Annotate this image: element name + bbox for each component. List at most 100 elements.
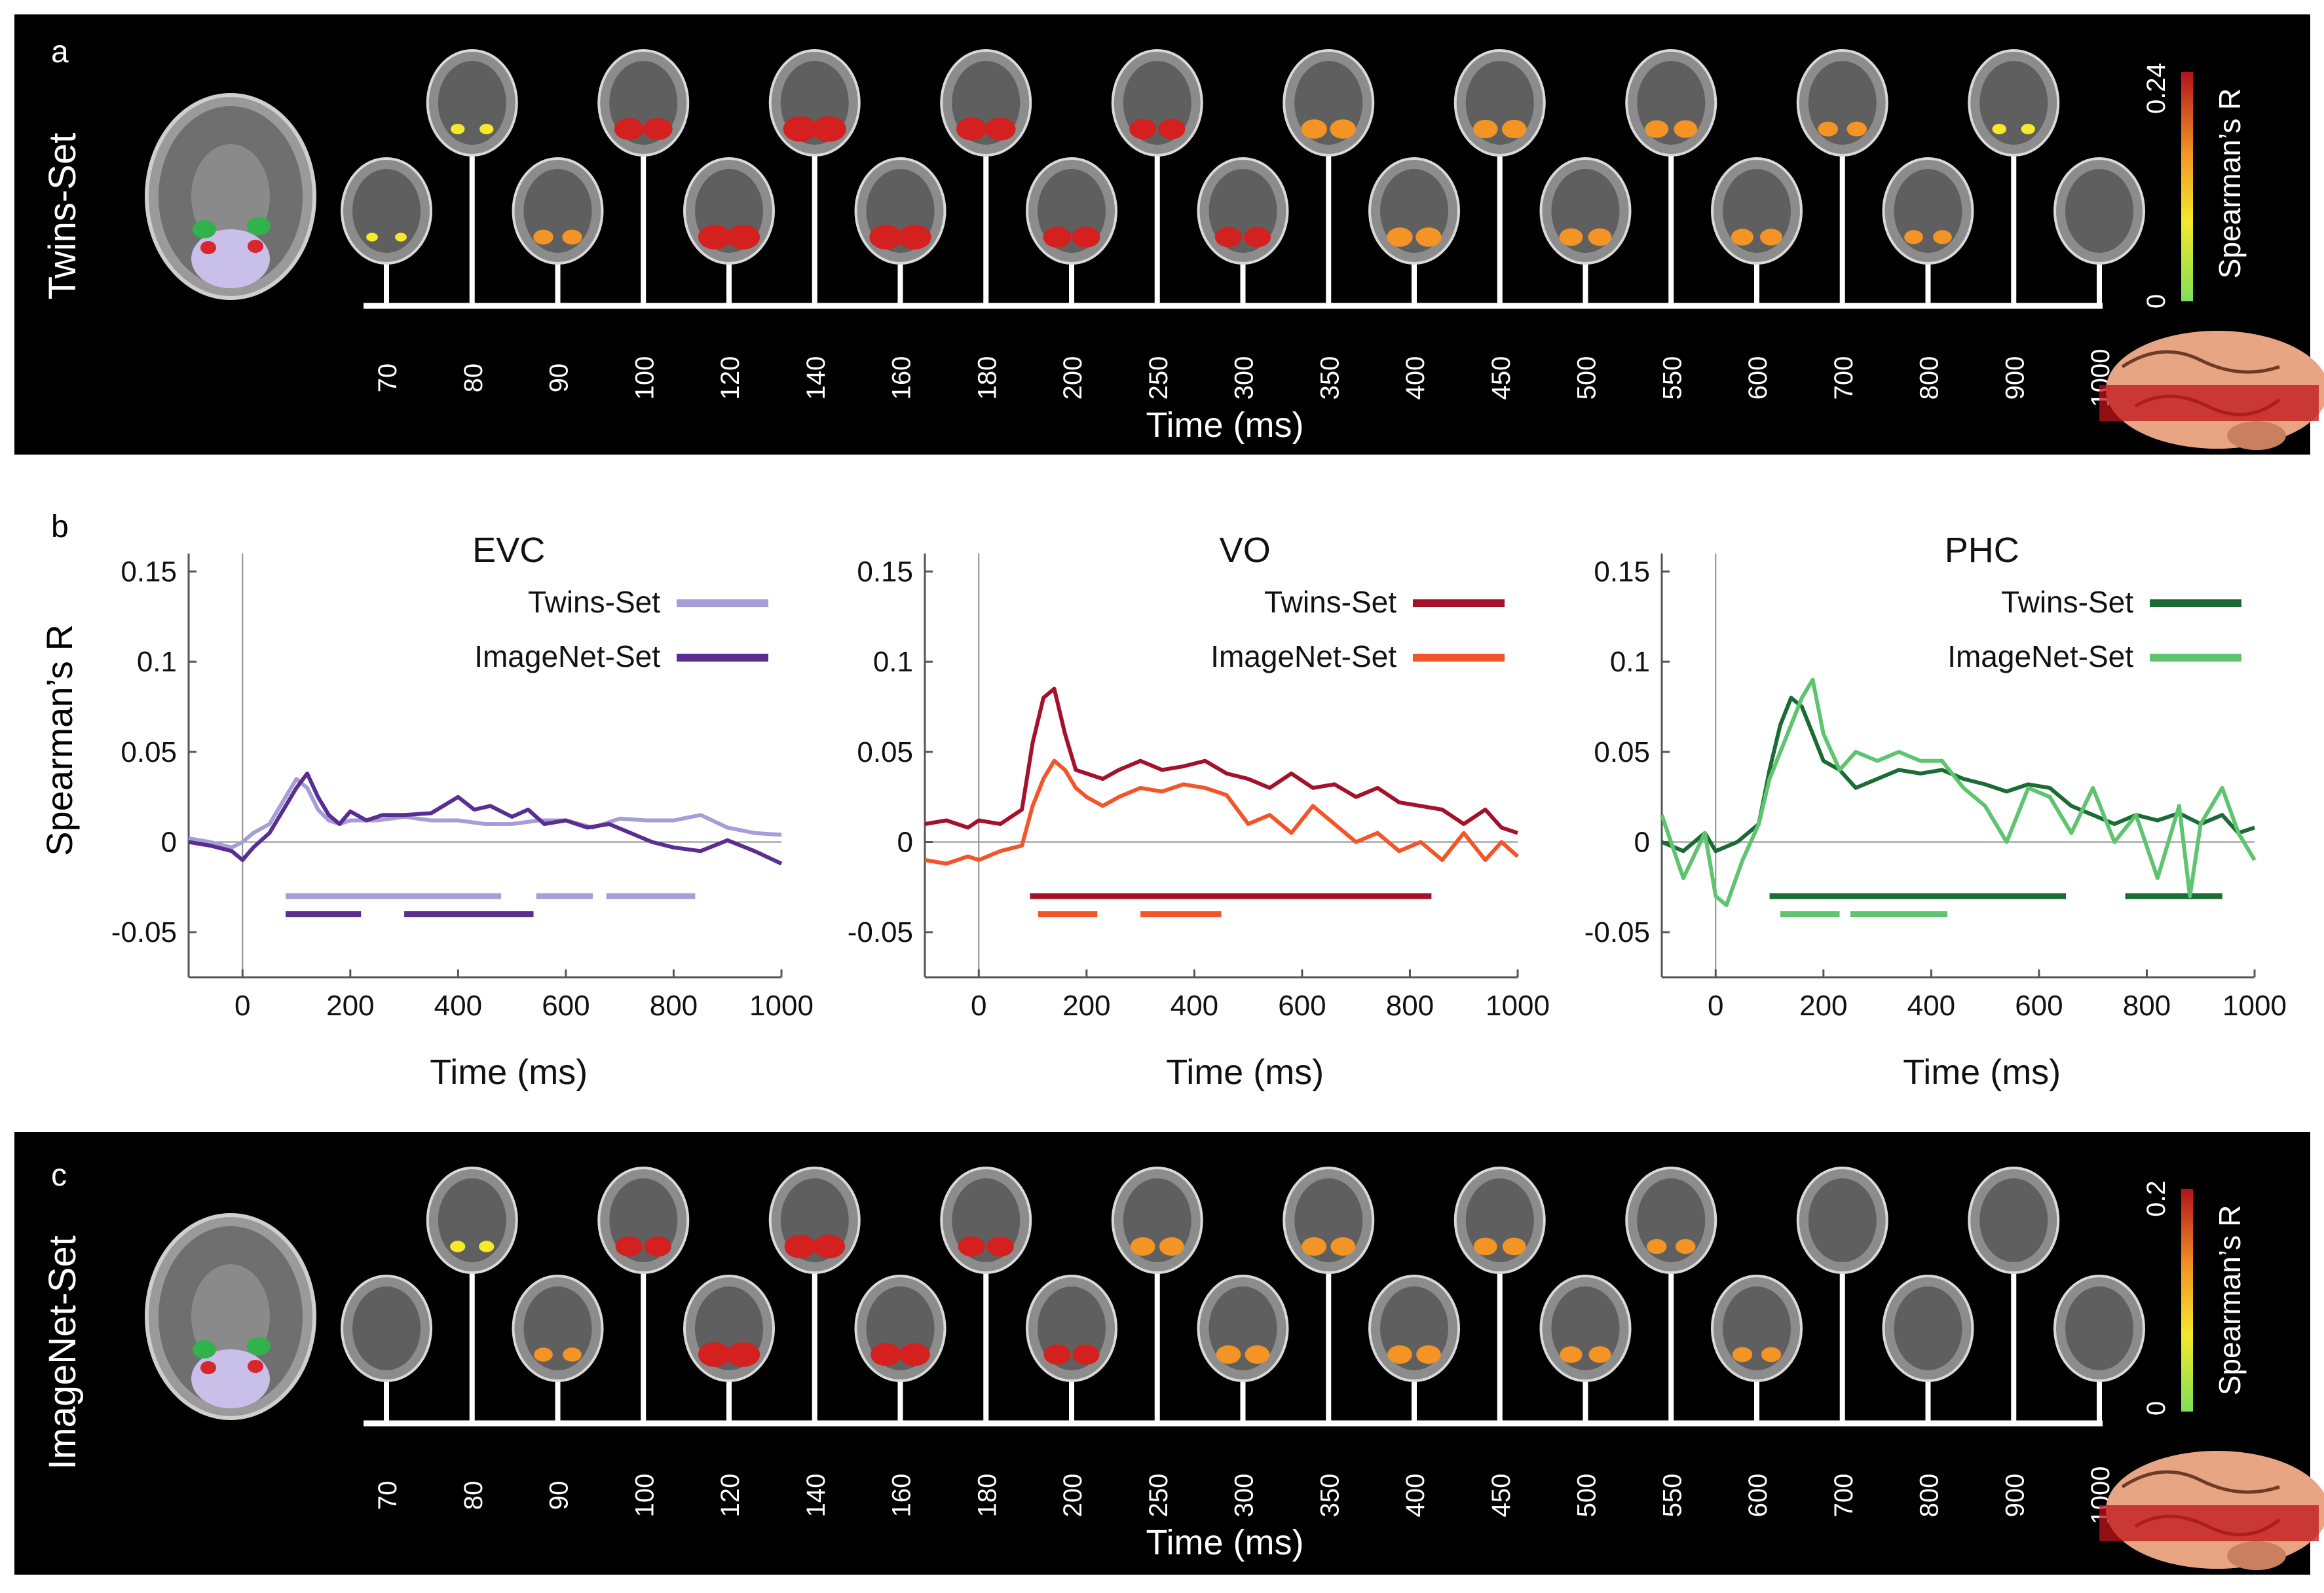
panel-a-tick-label: 550 xyxy=(1658,356,1687,400)
series-line-twins-set xyxy=(924,686,1518,835)
panel-c-brain-slice-inner xyxy=(1979,1178,2048,1262)
panel-c: c ImageNet-Set 70 80 90 100 120 140 160 180 200 2… xyxy=(14,1132,2324,1575)
panel-c-timepoint-400: 400 xyxy=(1368,1275,1460,1518)
panel-a-activation-right xyxy=(898,225,931,250)
panel-a-timepoint-500: 500 xyxy=(1539,157,1632,400)
panel-c-activation-right xyxy=(986,1236,1014,1257)
x-tick-label: 800 xyxy=(650,990,698,1022)
panel-a-timepoint-70: 70 xyxy=(341,157,432,392)
y-tick-label: 0.05 xyxy=(857,736,913,768)
panel-b-plots: 0.15 0.1 0.05 0 -0.05 0 200 400 600 800 1000 EVC Tim… xyxy=(111,531,2287,1092)
panel-a-tick-label: 700 xyxy=(1829,356,1858,400)
panel-c-activation-left xyxy=(1647,1239,1667,1254)
panel-c-timepoint-180: 180 xyxy=(940,1167,1032,1517)
y-tick-label: 0.05 xyxy=(121,736,177,768)
legend-label: ImageNet-Set xyxy=(1947,639,2133,673)
y-tick-label: 0.1 xyxy=(873,646,913,678)
panel-a-activation-left xyxy=(1904,230,1923,244)
panel-c-activation-left xyxy=(615,1236,643,1257)
panel-a-tick-label: 140 xyxy=(802,356,831,400)
x-tick-label: 200 xyxy=(1799,990,1847,1022)
panel-a-roi-brain xyxy=(145,93,316,300)
panel-c-timepoint-70: 70 xyxy=(341,1275,432,1510)
panel-c-colorbar-max: 0.2 xyxy=(2142,1180,2171,1217)
panel-a-activation-left xyxy=(1731,229,1753,246)
panel-c-brain-slice-inner xyxy=(2065,1286,2133,1370)
panel-c-colorbar-label: Spearman’s R xyxy=(2213,1205,2247,1396)
panel-c-timepoint-450: 450 xyxy=(1453,1167,1546,1518)
y-tick-label: 0 xyxy=(1634,827,1650,859)
panel-c-brain-slice-inner xyxy=(1894,1286,1962,1370)
panel-c-tick-label: 80 xyxy=(459,1481,488,1510)
panel-c-timepoint-140: 140 xyxy=(768,1167,861,1517)
panel-c-timepoint-500: 500 xyxy=(1539,1275,1632,1517)
panel-a-tick-label: 250 xyxy=(1144,356,1173,400)
panel-c-activation-right xyxy=(899,1343,930,1366)
panel-a-timepoint-100: 100 xyxy=(597,49,690,400)
panel-c-activation-right xyxy=(1588,1346,1611,1363)
panel-a-activation-left xyxy=(614,118,644,140)
panel-a-timepoint-350: 350 xyxy=(1283,49,1375,400)
phc-roi-left xyxy=(193,220,216,238)
panel-a-activation-left xyxy=(1387,227,1413,247)
panel-c-activation-right xyxy=(644,1236,671,1257)
x-tick-label: 400 xyxy=(1907,990,1955,1022)
panel-a-brain-slice-inner xyxy=(352,169,421,253)
panel-c-colorbar-min: 0 xyxy=(2142,1401,2171,1415)
panel-a-timepoint-900: 900 xyxy=(1968,49,2060,400)
panel-c-activation-left xyxy=(871,1343,901,1366)
panel-c-colorbar: 0.2 0 Spearman’s R xyxy=(2142,1180,2247,1415)
plot-title: VO xyxy=(1220,531,1271,570)
panel-c-tick-label: 160 xyxy=(888,1474,916,1518)
y-tick-label: 0.05 xyxy=(1594,736,1650,768)
panel-a-tick-label: 600 xyxy=(1744,356,1772,400)
panel-c-tick-label: 250 xyxy=(1144,1474,1173,1518)
panel-a-activation-right xyxy=(1846,121,1867,137)
y-tick-label: 0 xyxy=(161,827,177,859)
panel-c-tick-label: 350 xyxy=(1315,1474,1344,1518)
panel-c-activation-left xyxy=(534,1347,553,1362)
panel-a-colorbar-min: 0 xyxy=(2142,294,2171,309)
panel-c-side-label: ImageNet-Set xyxy=(41,1235,84,1470)
panel-a-activation-right xyxy=(1243,227,1271,248)
y-tick-label: 0.15 xyxy=(1594,556,1650,588)
panel-a-activation-right xyxy=(562,229,582,245)
panel-a-activation-right xyxy=(1760,229,1782,246)
series-line-imagenet-set xyxy=(1660,677,2257,907)
legend-label: Twins-Set xyxy=(2001,585,2133,619)
panel-c-tick-label: 90 xyxy=(545,1481,574,1510)
plot-title: EVC xyxy=(472,531,545,570)
panel-c-activation-right xyxy=(1245,1345,1270,1364)
panel-c-tick-label: 700 xyxy=(1829,1474,1858,1518)
x-tick-label: 200 xyxy=(326,990,374,1022)
y-tick-label: -0.05 xyxy=(848,916,913,948)
panel-c-activation-right xyxy=(1416,1345,1441,1364)
panel-a-xlabel: Time (ms) xyxy=(1146,405,1304,445)
panel-c-timepoint-600: 600 xyxy=(1711,1275,1803,1518)
panel-a-activation-right xyxy=(395,233,407,242)
panel-a-activation-left xyxy=(956,117,987,141)
panel-a-timepoint-700: 700 xyxy=(1796,49,1888,400)
panel-b-ylabel: Spearman’s R xyxy=(39,624,80,856)
panel-a-activation-left xyxy=(1818,121,1838,137)
panel-a-timeline: 70 80 90 100 120 140 160 180 200 250 300 350 400 450 5… xyxy=(341,49,2145,445)
x-tick-label: 800 xyxy=(1386,990,1434,1022)
panel-c-brain-slice-inner xyxy=(352,1286,421,1370)
panel-a-activation-left xyxy=(1472,119,1498,139)
panel-c-activation-right xyxy=(563,1347,582,1362)
series-line-twins-set xyxy=(188,777,782,850)
panel-c-timepoint-160: 160 xyxy=(854,1275,946,1518)
panel-c-activation-left xyxy=(450,1241,466,1252)
panel-c-tick-label: 450 xyxy=(1487,1474,1516,1518)
panel-a-activation-right xyxy=(1933,230,1952,244)
panel-c-activation-left xyxy=(1473,1237,1497,1256)
panel-c-letter: c xyxy=(51,1158,67,1193)
panel-c-tick-label: 300 xyxy=(1230,1474,1259,1518)
panel-a-brain-slice-inner xyxy=(438,61,506,145)
panel-a-timepoint-450: 450 xyxy=(1453,49,1546,400)
panel-c-tick-label: 400 xyxy=(1401,1474,1430,1518)
panel-c-brain-slice-inner xyxy=(438,1178,506,1262)
panel-a-colorbar-max: 0.24 xyxy=(2142,63,2171,114)
panel-a-tick-label: 80 xyxy=(459,364,488,393)
panel-c-tick-label: 600 xyxy=(1744,1474,1772,1518)
